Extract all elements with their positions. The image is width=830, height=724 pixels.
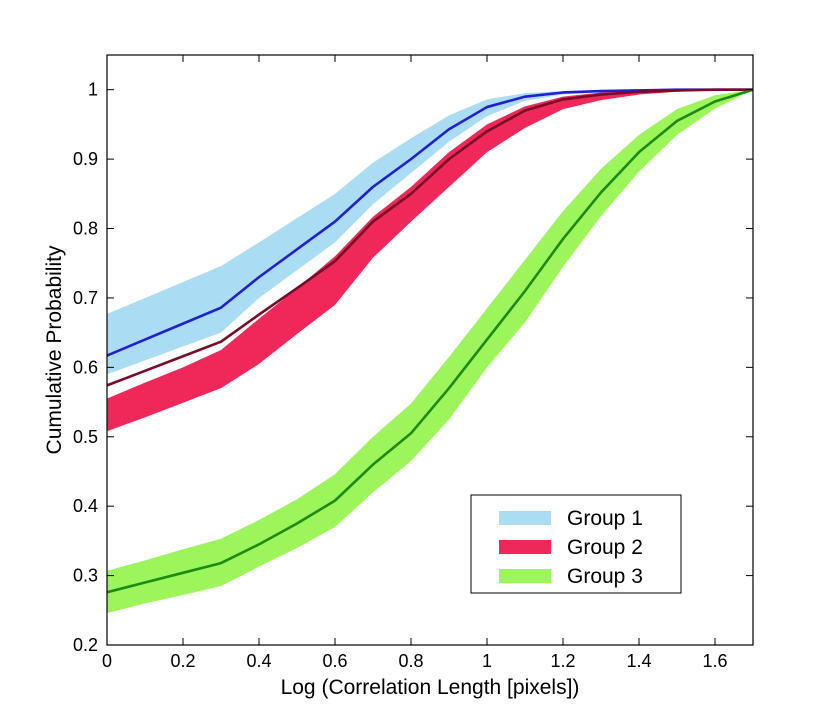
y-tick-label: 0.8 — [73, 219, 98, 239]
y-tick-label: 0.2 — [73, 635, 98, 655]
x-tick-label: 1.2 — [550, 651, 575, 671]
y-tick-label: 0.3 — [73, 566, 98, 586]
group-3-legend-swatch — [499, 569, 551, 583]
y-axis-label: Cumulative Probability — [43, 245, 66, 454]
x-tick-label: 1 — [482, 651, 492, 671]
lines-layer — [106, 88, 754, 594]
group-2-mean-line — [106, 88, 753, 387]
x-tick-label: 1.4 — [626, 651, 651, 671]
group-2-band — [107, 89, 753, 432]
group-3-band — [107, 89, 753, 614]
y-tick-label: 0.9 — [73, 149, 98, 169]
group-3-legend-label: Group 3 — [567, 565, 643, 588]
x-tick-label: 0.2 — [170, 651, 195, 671]
bands-layer — [107, 89, 753, 614]
y-tick-label: 0.6 — [73, 357, 98, 377]
x-tick-label: 1.6 — [702, 651, 727, 671]
group-2-legend-swatch — [499, 540, 551, 554]
group-3-mean-line — [106, 88, 754, 594]
legend-items: Group 1 Group 2 Group 3 — [499, 507, 643, 588]
x-axis-label: Log (Correlation Length [pixels]) — [281, 676, 580, 699]
group-1-legend-label: Group 1 — [567, 507, 643, 530]
y-tick-label: 0.4 — [73, 496, 98, 516]
group-1-legend-swatch — [499, 511, 551, 525]
y-tick-label: 0.5 — [73, 427, 98, 447]
y-tick-label: 0.7 — [73, 288, 98, 308]
group-1-band — [107, 89, 753, 375]
legend: Group 1 Group 2 Group 3 — [470, 494, 682, 594]
x-tick-label: 0.8 — [398, 651, 423, 671]
x-tick-label: 0 — [102, 651, 112, 671]
x-tick-label: 0.6 — [322, 651, 347, 671]
group-2-legend-label: Group 2 — [567, 536, 643, 559]
x-tick-label: 0.4 — [246, 651, 271, 671]
plot-frame — [106, 54, 754, 646]
ticks-layer: 0 0.2 0.4 0.6 0.8 1 1.2 1.4 1.60.20.30.40.50.60.… — [73, 55, 753, 671]
y-tick-label: 1 — [88, 80, 98, 100]
